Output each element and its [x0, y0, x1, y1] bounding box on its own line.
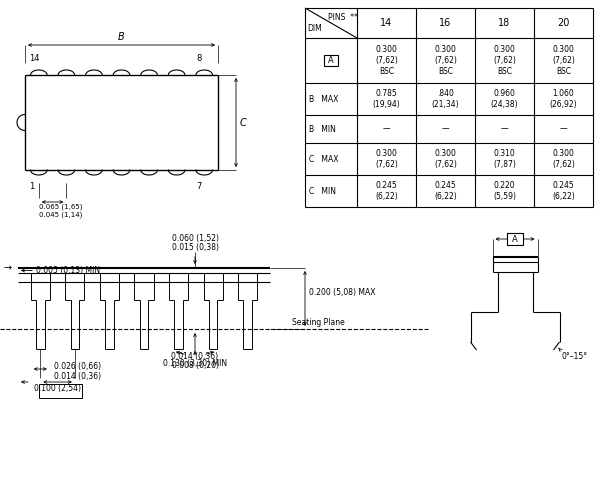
Text: 0.015 (0,38): 0.015 (0,38): [172, 243, 218, 252]
Text: 14: 14: [29, 54, 40, 63]
Text: 7: 7: [196, 182, 202, 191]
Text: 0.300
(7,62): 0.300 (7,62): [434, 149, 457, 169]
Text: 1: 1: [29, 182, 35, 191]
Text: 0.060 (1,52): 0.060 (1,52): [172, 234, 218, 243]
Text: B   MIN: B MIN: [309, 124, 336, 134]
Bar: [324, 55, 338, 66]
Text: 0.014 (0,36): 0.014 (0,36): [172, 352, 218, 361]
Text: 1.060
(26,92): 1.060 (26,92): [550, 89, 577, 109]
Text: 0.130 (3,30) MIN: 0.130 (3,30) MIN: [163, 359, 227, 368]
Text: 0.026 (0,66): 0.026 (0,66): [54, 362, 101, 372]
Text: PINS  **: PINS **: [328, 13, 358, 22]
Text: B   MAX: B MAX: [309, 94, 338, 104]
Text: 0.014 (0,36): 0.014 (0,36): [54, 372, 101, 380]
Text: 0.300
(7,62): 0.300 (7,62): [552, 149, 575, 169]
Text: B: B: [118, 32, 125, 42]
Text: A: A: [512, 235, 518, 243]
Bar: [507, 233, 523, 245]
Text: A: A: [328, 56, 334, 65]
Text: —: —: [442, 124, 449, 134]
Text: 0.200 (5,08) MAX: 0.200 (5,08) MAX: [309, 288, 376, 297]
Text: 0.300
(7,62)
BSC: 0.300 (7,62) BSC: [552, 45, 575, 76]
Text: 20: 20: [557, 18, 569, 28]
Text: 14: 14: [380, 18, 392, 28]
Text: 16: 16: [439, 18, 452, 28]
Text: →: →: [3, 264, 11, 273]
Text: 0.300
(7,62)
BSC: 0.300 (7,62) BSC: [375, 45, 398, 76]
Text: 0.008 (0,20): 0.008 (0,20): [172, 361, 218, 370]
Text: 0.005 (0,13) MIN: 0.005 (0,13) MIN: [36, 266, 100, 275]
Text: 0.220
(5,59): 0.220 (5,59): [493, 181, 516, 201]
Text: 0.100 (2,54): 0.100 (2,54): [34, 384, 81, 393]
Text: C   MIN: C MIN: [309, 187, 336, 196]
Text: 0.245
(6,22): 0.245 (6,22): [552, 181, 575, 201]
Text: 0.245
(6,22): 0.245 (6,22): [434, 181, 457, 201]
Text: 18: 18: [499, 18, 511, 28]
Text: —: —: [560, 124, 568, 134]
Text: .840
(21,34): .840 (21,34): [431, 89, 460, 109]
Text: 8: 8: [196, 54, 202, 63]
Text: 0°–15°: 0°–15°: [562, 352, 587, 361]
Text: —: —: [500, 124, 508, 134]
Text: 0.065 (1,65): 0.065 (1,65): [39, 203, 82, 210]
Text: 0.300
(7,62)
BSC: 0.300 (7,62) BSC: [493, 45, 516, 76]
Text: —: —: [383, 124, 391, 134]
Text: C: C: [240, 118, 247, 128]
Text: Seating Plane: Seating Plane: [292, 318, 345, 327]
Bar: [39, 384, 82, 398]
Text: 0.245
(6,22): 0.245 (6,22): [375, 181, 398, 201]
Text: 0.045 (1,14): 0.045 (1,14): [39, 211, 82, 217]
Text: DIM: DIM: [307, 24, 322, 33]
Text: 0.310
(7,87): 0.310 (7,87): [493, 149, 516, 169]
Text: 0.300
(7,62): 0.300 (7,62): [375, 149, 398, 169]
Text: 0.300
(7,62)
BSC: 0.300 (7,62) BSC: [434, 45, 457, 76]
Text: 0.785
(19,94): 0.785 (19,94): [373, 89, 400, 109]
Text: 0.960
(24,38): 0.960 (24,38): [491, 89, 518, 109]
Text: C   MAX: C MAX: [309, 155, 338, 163]
